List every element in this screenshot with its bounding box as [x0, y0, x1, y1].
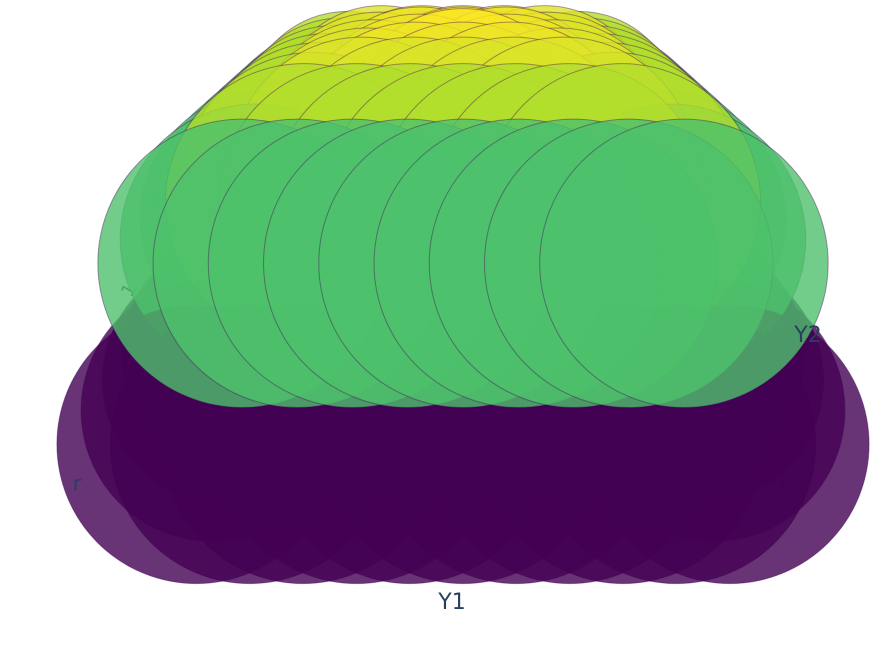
markers — [56, 5, 870, 585]
scene: −1−0.500.51−1−0.500.510.51 — [56, 5, 870, 585]
x-axis-title: Y1 — [437, 590, 465, 615]
z-axis-title: r — [72, 472, 82, 497]
marker — [539, 118, 829, 409]
y-axis-title: Y2 — [793, 323, 821, 348]
